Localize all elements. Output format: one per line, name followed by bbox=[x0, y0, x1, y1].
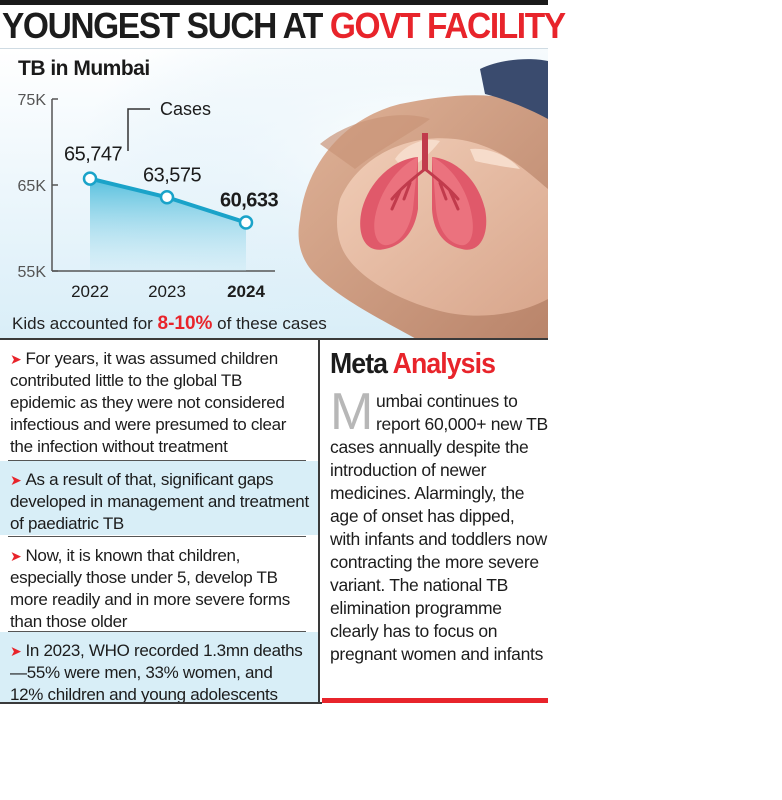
data-point bbox=[82, 171, 98, 186]
bullet-text: In 2023, WHO recorded 1.3mn deaths—55% w… bbox=[10, 641, 303, 704]
x-tick-label: 2023 bbox=[148, 282, 186, 301]
data-point bbox=[238, 215, 254, 230]
drop-cap: M bbox=[330, 383, 374, 441]
bullet-text: As a result of that, significant gaps de… bbox=[10, 470, 309, 533]
x-tick-label: 2024 bbox=[227, 282, 265, 301]
bullet-item: ➤ In 2023, WHO recorded 1.3mn deaths—55% … bbox=[0, 632, 318, 704]
arrowhead-bullet-icon: ➤ bbox=[10, 548, 22, 564]
chart-panel: TB in Mumbai 75K 65K 55K 65,747 63,575 60,633… bbox=[0, 48, 548, 340]
chart-title: TB in Mumbai bbox=[18, 57, 150, 80]
legend-leader-line bbox=[127, 108, 150, 151]
hands-holding-lungs-icon bbox=[0, 49, 548, 338]
series-area bbox=[90, 178, 246, 271]
meta-bottom-rule bbox=[322, 698, 548, 703]
y-tick-label: 75K bbox=[18, 92, 47, 109]
arrowhead-bullet-icon: ➤ bbox=[10, 351, 22, 367]
data-point bbox=[159, 190, 175, 205]
x-tick-label: 2022 bbox=[71, 282, 109, 301]
y-tick-label: 55K bbox=[18, 264, 47, 281]
data-label: 60,633 bbox=[220, 190, 279, 212]
data-label: 63,575 bbox=[143, 164, 202, 186]
legend-label: Cases bbox=[160, 99, 211, 119]
bullet-divider bbox=[8, 631, 306, 632]
meta-body-text: umbai continues to report 60,000+ new TB… bbox=[330, 391, 548, 664]
bullet-item: ➤ Now, it is known that children, especia… bbox=[0, 537, 318, 631]
bullet-list: ➤ For years, it was assumed children cont… bbox=[0, 340, 320, 704]
meta-title: Meta Analysis bbox=[330, 348, 496, 381]
line-chart: 75K 65K 55K 65,747 63,575 60,633 2022 2023 2024 C… bbox=[18, 92, 280, 301]
data-label: 65,747 bbox=[64, 144, 123, 166]
bullet-item: ➤ As a result of that, significant gaps d… bbox=[0, 461, 318, 535]
kids-note-prefix: Kids accounted for bbox=[12, 314, 158, 333]
headline-part1: YOUNGEST SUCH AT bbox=[2, 5, 330, 46]
y-tick-label: 65K bbox=[18, 178, 47, 195]
meta-title-part1: Meta bbox=[330, 348, 393, 380]
kids-note-percent: 8-10% bbox=[157, 313, 213, 334]
headline-part2: GOVT FACILITY bbox=[329, 5, 566, 46]
kids-note-suffix: of these cases bbox=[212, 314, 327, 333]
bullet-divider bbox=[8, 536, 306, 537]
headline: YOUNGEST SUCH AT GOVT FACILITY bbox=[2, 4, 566, 48]
bullet-divider bbox=[8, 460, 306, 461]
bottom-rule bbox=[0, 702, 322, 704]
bullet-text: For years, it was assumed children contr… bbox=[10, 349, 287, 456]
top-rule bbox=[0, 0, 548, 5]
arrowhead-bullet-icon: ➤ bbox=[10, 643, 22, 659]
infographic-card: YOUNGEST SUCH AT GOVT FACILITY bbox=[0, 0, 566, 704]
kids-note: Kids accounted for 8-10% of these cases bbox=[12, 313, 327, 335]
bullet-item: ➤ For years, it was assumed children cont… bbox=[0, 340, 318, 458]
arrowhead-bullet-icon: ➤ bbox=[10, 472, 22, 488]
meta-title-part2: Analysis bbox=[392, 348, 496, 380]
bullet-text: Now, it is known that children, especial… bbox=[10, 546, 290, 631]
